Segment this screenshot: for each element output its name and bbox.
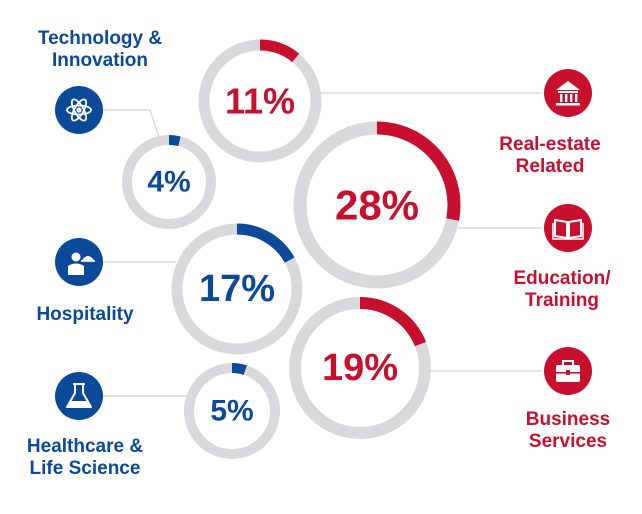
category-label-line: Technology & <box>37 28 163 49</box>
category-label-line: Related <box>515 156 585 177</box>
atom-icon <box>55 86 103 134</box>
ring-arc-hospitality <box>171 223 303 355</box>
value-label-healthcare-life-science: 5% <box>210 395 253 428</box>
ring-arc-technology-innovation <box>122 135 216 229</box>
building-icon <box>544 69 592 117</box>
book-icon <box>544 204 592 252</box>
category-label-line: Services <box>528 431 608 452</box>
category-label-line: Hospitality <box>36 304 134 325</box>
value-label-education-training: 28% <box>335 182 419 229</box>
value-label-real-estate-related: 11% <box>225 81 295 122</box>
value-label-business-services: 19% <box>322 347 398 389</box>
category-label-line: Real-estate <box>499 134 601 155</box>
ring-arc-education-training <box>293 121 461 289</box>
category-label-healthcare-life-science: Healthcare & Life Science <box>0 436 185 480</box>
category-label-hospitality: Hospitality <box>0 304 185 326</box>
flask-icon <box>55 372 103 420</box>
category-label-line: Innovation <box>51 50 149 71</box>
category-label-real-estate-related: Real-estate Related <box>450 134 642 178</box>
ring-arc-healthcare-life-science <box>184 363 280 459</box>
category-label-education-training: Education/Training <box>462 268 642 312</box>
ring-arc-real-estate-related <box>198 39 322 163</box>
category-label-technology-innovation: Technology & Innovation <box>0 28 200 72</box>
leader-line-technology-innovation <box>103 109 161 141</box>
category-label-line: Training <box>525 290 599 311</box>
category-label-line: Life Science <box>29 458 141 479</box>
waiter-icon <box>55 238 103 286</box>
value-label-hospitality: 17% <box>199 268 275 310</box>
briefcase-icon <box>544 347 592 395</box>
category-label-line: Education/ <box>513 268 611 289</box>
category-label-business-services: Business Services <box>468 409 642 453</box>
category-label-line: Healthcare & <box>26 436 144 457</box>
ring-arc-business-services <box>289 297 431 439</box>
category-label-line: Business <box>525 409 611 430</box>
value-label-technology-innovation: 4% <box>147 166 190 199</box>
